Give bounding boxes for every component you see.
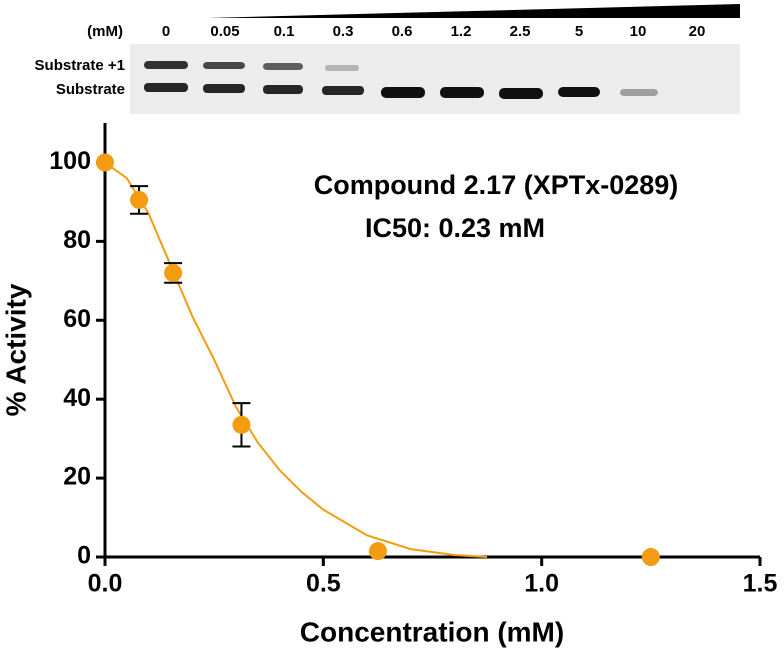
y-tick-label: 60 <box>63 305 91 333</box>
band-label: Substrate +1 <box>35 57 125 74</box>
band <box>263 63 303 70</box>
lane-label: 5 <box>575 23 583 40</box>
band <box>263 85 303 94</box>
lane-label: 0.6 <box>392 23 413 40</box>
lane-label: 0.1 <box>274 23 295 40</box>
chart-title: Compound 2.17 (XPTx-0289) <box>314 170 679 200</box>
y-tick-label: 100 <box>49 147 91 175</box>
data-point <box>368 542 387 561</box>
y-tick-label: 40 <box>63 384 91 412</box>
band <box>144 83 188 92</box>
chart-subtitle: IC50: 0.23 mM <box>365 213 545 243</box>
data-point <box>164 263 183 282</box>
band <box>322 86 364 95</box>
fit-curve <box>104 161 488 558</box>
band <box>499 88 543 99</box>
x-tick-label: 0.0 <box>88 570 123 598</box>
x-tick-label: 0.5 <box>306 570 341 598</box>
data-point <box>641 548 660 566</box>
band <box>381 87 425 98</box>
lane-label: 10 <box>630 23 647 40</box>
data-point <box>130 190 149 209</box>
y-tick-label: 0 <box>77 542 91 570</box>
band <box>203 62 245 69</box>
data-point <box>232 415 251 434</box>
band <box>558 87 600 97</box>
lane-label: 0.05 <box>210 23 239 40</box>
data-point <box>96 153 114 172</box>
band <box>144 61 188 69</box>
x-axis-label: Concentration (mM) <box>300 616 564 647</box>
y-tick-label: 20 <box>63 463 91 491</box>
x-tick-label: 1.0 <box>524 570 559 598</box>
gel-bands <box>144 61 658 99</box>
lane-label: 0.3 <box>333 23 354 40</box>
concentration-wedge <box>207 4 740 18</box>
band <box>440 87 484 98</box>
y-tick-label: 80 <box>63 226 91 254</box>
lane-label: 2.5 <box>510 23 531 40</box>
gel <box>130 44 740 114</box>
x-tick-label: 1.5 <box>743 570 778 598</box>
band <box>203 84 245 93</box>
y-axis-label: % Activity <box>0 283 31 416</box>
band-label: Substrate <box>56 81 125 98</box>
band <box>620 89 658 96</box>
gel-unit: (mM) <box>87 23 123 40</box>
lane-label: 1.2 <box>451 23 472 40</box>
lane-label: 0 <box>162 23 170 40</box>
lane-label: 20 <box>689 23 706 40</box>
band <box>325 65 359 71</box>
